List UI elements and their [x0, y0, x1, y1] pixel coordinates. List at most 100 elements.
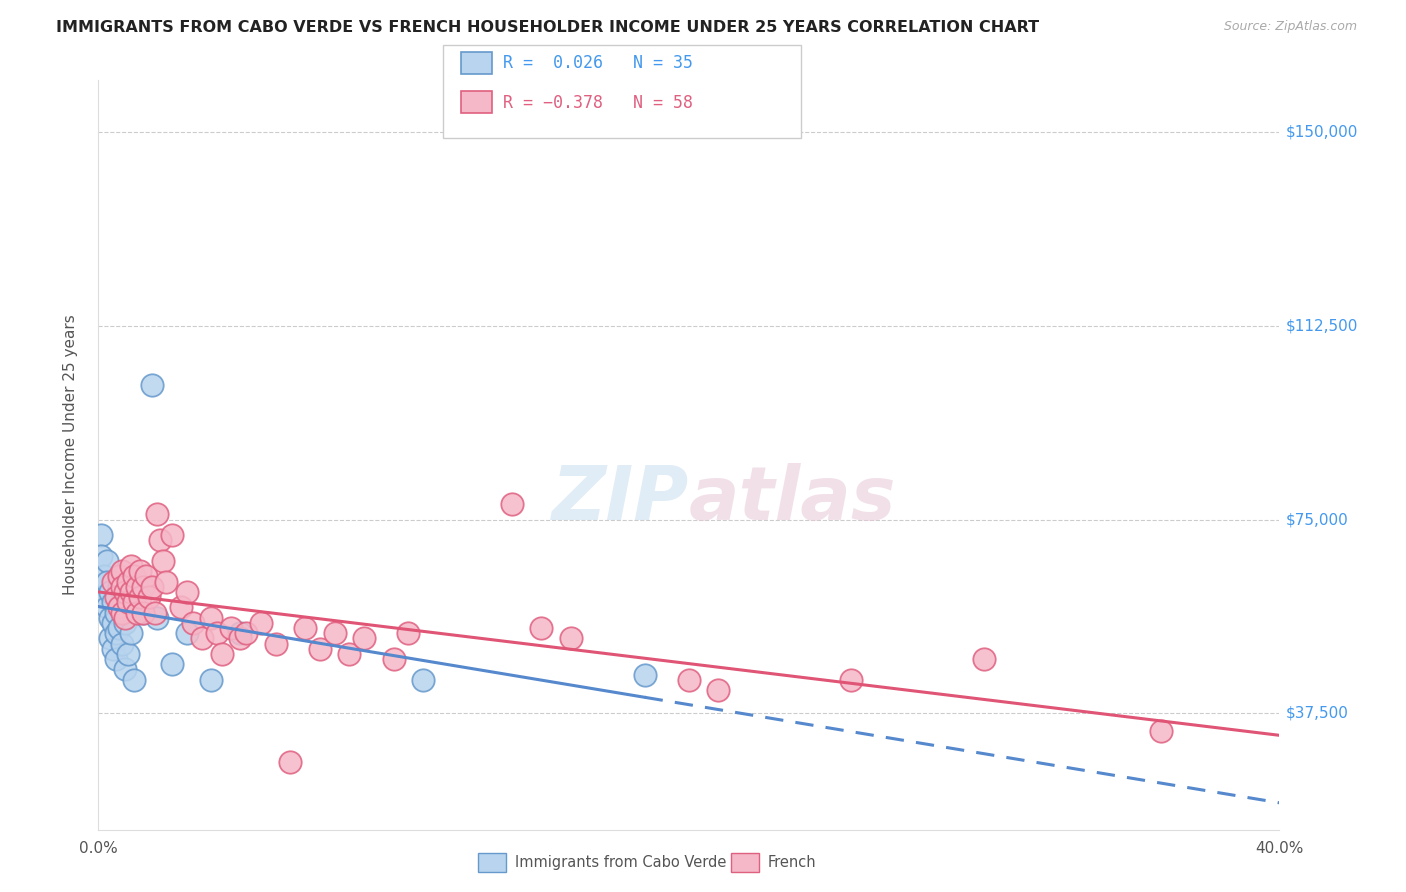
Point [221, 621, 243, 635]
Point [235, 626, 257, 640]
Point [103, 595, 125, 609]
Point [678, 673, 700, 687]
Point [117, 595, 139, 609]
Point [398, 626, 420, 640]
Point [98, 610, 121, 624]
Point [205, 626, 228, 640]
Point [96, 554, 118, 568]
Point [114, 662, 136, 676]
Point [114, 585, 136, 599]
Point [229, 626, 252, 640]
Text: Immigrants from Cabo Verde: Immigrants from Cabo Verde [515, 855, 725, 870]
Point [339, 647, 361, 661]
Point [125, 606, 148, 620]
Point [111, 600, 134, 615]
Point [117, 647, 139, 661]
Point [98, 585, 121, 599]
Point [200, 610, 222, 624]
Text: $37,500: $37,500 [1285, 706, 1348, 721]
Point [294, 621, 316, 635]
Point [128, 564, 150, 578]
Point [111, 580, 134, 594]
Point [176, 626, 198, 640]
Point [1150, 724, 1173, 739]
Point [707, 683, 730, 698]
Point [264, 636, 287, 650]
Point [191, 632, 214, 646]
Point [181, 615, 204, 630]
Point [90, 528, 112, 542]
Point [323, 626, 346, 640]
Point [141, 580, 163, 594]
Point [103, 641, 125, 656]
Point [200, 673, 222, 687]
Point [90, 549, 112, 563]
Point [132, 606, 155, 620]
Point [120, 559, 142, 574]
Text: atlas: atlas [689, 463, 897, 536]
Point [132, 606, 155, 620]
Point [382, 652, 405, 666]
Point [412, 673, 434, 687]
Point [176, 585, 198, 599]
Point [122, 569, 145, 583]
Point [250, 615, 273, 630]
Point [105, 626, 128, 640]
Point [108, 569, 131, 583]
Point [93, 569, 115, 583]
Point [135, 569, 157, 583]
Point [560, 632, 582, 646]
Point [146, 610, 169, 624]
Point [105, 590, 128, 604]
Point [120, 585, 142, 599]
Text: ZIP: ZIP [551, 463, 689, 536]
Point [152, 554, 174, 568]
Point [146, 508, 169, 522]
Y-axis label: Householder Income Under 25 years: Householder Income Under 25 years [63, 315, 77, 595]
Point [211, 647, 233, 661]
Text: R =  0.026   N = 35: R = 0.026 N = 35 [503, 54, 693, 72]
Point [96, 574, 118, 589]
Point [108, 621, 131, 635]
Point [108, 600, 131, 615]
Point [229, 632, 252, 646]
Point [103, 574, 125, 589]
Point [122, 673, 145, 687]
Point [162, 528, 183, 542]
Point [114, 615, 136, 630]
Point [353, 632, 375, 646]
Point [98, 632, 121, 646]
Point [128, 590, 150, 604]
Point [111, 606, 134, 620]
Point [634, 667, 657, 681]
Point [143, 606, 166, 620]
Point [170, 600, 193, 615]
Point [96, 600, 118, 615]
Point [108, 580, 131, 594]
Point [309, 641, 332, 656]
Point [111, 636, 134, 650]
Point [138, 590, 160, 604]
Point [117, 574, 139, 589]
Point [114, 610, 136, 624]
Point [117, 590, 139, 604]
Point [162, 657, 183, 672]
Point [125, 580, 148, 594]
Point [93, 590, 115, 604]
Point [501, 497, 523, 511]
Point [120, 626, 142, 640]
Text: R = −0.378   N = 58: R = −0.378 N = 58 [503, 94, 693, 112]
Point [105, 652, 128, 666]
Point [132, 580, 155, 594]
Text: Source: ZipAtlas.com: Source: ZipAtlas.com [1223, 20, 1357, 33]
Text: $150,000: $150,000 [1285, 125, 1358, 139]
Point [141, 378, 163, 392]
Text: French: French [768, 855, 817, 870]
Text: $112,500: $112,500 [1285, 318, 1358, 334]
Text: $75,000: $75,000 [1285, 512, 1348, 527]
Point [530, 621, 553, 635]
Point [155, 574, 177, 589]
Text: IMMIGRANTS FROM CABO VERDE VS FRENCH HOUSEHOLDER INCOME UNDER 25 YEARS CORRELATI: IMMIGRANTS FROM CABO VERDE VS FRENCH HOU… [56, 20, 1039, 35]
Point [841, 673, 863, 687]
Point [105, 606, 128, 620]
